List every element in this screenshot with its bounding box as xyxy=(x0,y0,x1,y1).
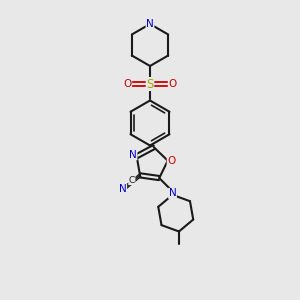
Text: O: O xyxy=(167,156,176,166)
Text: O: O xyxy=(168,79,177,89)
Text: S: S xyxy=(146,77,154,91)
Text: N: N xyxy=(129,150,137,160)
Text: N: N xyxy=(146,19,154,29)
Text: O: O xyxy=(123,79,132,89)
Text: C: C xyxy=(129,176,135,184)
Text: N: N xyxy=(169,188,176,198)
Text: N: N xyxy=(119,184,127,194)
